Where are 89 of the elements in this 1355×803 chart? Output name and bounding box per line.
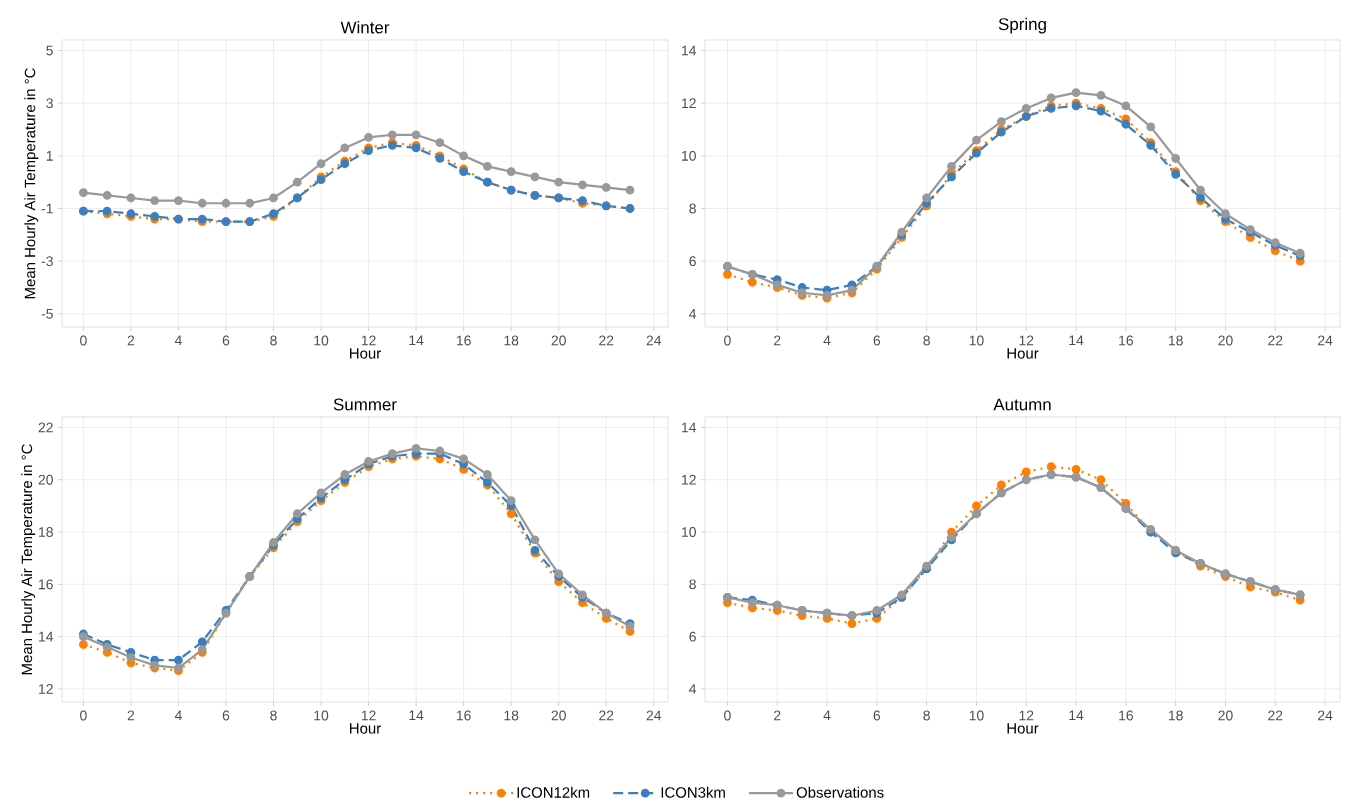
y-tick-label: 14 <box>682 422 697 433</box>
x-axis-title: Hour <box>350 723 381 734</box>
x-tick-label: 8 <box>270 710 277 721</box>
x-tick-label: 12 <box>1019 335 1034 346</box>
x-tick-label: 4 <box>823 710 831 721</box>
y-axis-title: Mean Hourly Air Temperature in °C <box>24 68 39 299</box>
x-tick-label: 4 <box>174 710 182 721</box>
y-tick-label: 8 <box>689 203 696 214</box>
x-tick-label: 0 <box>80 710 87 721</box>
x-tick-label: 14 <box>1069 710 1084 721</box>
y-tick-label: 3 <box>46 98 53 109</box>
y-tick-label: 6 <box>689 631 696 642</box>
x-tick-label: 22 <box>599 710 614 721</box>
x-tick-label: 2 <box>774 335 781 346</box>
x-axis-title: Hour <box>1007 348 1039 359</box>
x-axis-title: Hour <box>350 348 381 359</box>
y-tick-label: 20 <box>38 474 53 485</box>
x-tick-label: 6 <box>873 710 881 721</box>
y-tick-label: 4 <box>689 684 697 694</box>
x-tick-label: 20 <box>551 335 566 346</box>
y-tick-label: 18 <box>39 527 53 537</box>
x-tick-label: 16 <box>456 335 471 346</box>
y-tick-label: 22 <box>38 422 53 433</box>
x-tick-label: 24 <box>1318 710 1333 721</box>
x-tick-label: 4 <box>174 335 182 346</box>
x-tick-label: 0 <box>724 335 731 346</box>
x-tick-label: 6 <box>873 335 881 346</box>
x-tick-label: 2 <box>774 710 781 721</box>
chart-title: Winter <box>340 21 390 34</box>
x-tick-label: 20 <box>1218 335 1233 346</box>
x-tick-label: 10 <box>314 710 329 721</box>
x-tick-label: 16 <box>456 710 471 721</box>
x-tick-label: 12 <box>1019 710 1034 721</box>
x-tick-label: 0 <box>80 335 87 346</box>
x-tick-label: 10 <box>969 335 984 346</box>
legend-label: ICON3km <box>661 786 725 798</box>
x-tick-label: 24 <box>646 710 662 721</box>
x-tick-label: 16 <box>1119 335 1133 346</box>
y-tick-label: 6 <box>689 256 696 267</box>
x-tick-label: 22 <box>1268 710 1283 721</box>
y-tick-label: 1 <box>46 151 53 161</box>
x-tick-label: 6 <box>222 710 230 721</box>
y-tick-label: 10 <box>682 150 696 161</box>
x-tick-label: 14 <box>409 710 424 721</box>
x-tick-label: 4 <box>823 335 831 346</box>
x-tick-label: 12 <box>361 335 376 346</box>
chart-title: Autumn <box>993 398 1051 411</box>
x-tick-label: 24 <box>1318 335 1333 346</box>
y-tick-label: 12 <box>682 98 696 109</box>
x-tick-label: 20 <box>551 710 566 721</box>
y-tick-label: -5 <box>41 308 53 319</box>
legend-label: ICON12km <box>517 786 590 798</box>
x-tick-label: 18 <box>1168 710 1183 721</box>
x-tick-label: 12 <box>361 710 376 721</box>
x-tick-label: 22 <box>599 335 614 346</box>
y-tick-label: 5 <box>46 45 53 56</box>
x-tick-label: 18 <box>1168 335 1183 346</box>
x-tick-label: 10 <box>314 335 329 346</box>
x-tick-label: 8 <box>270 335 277 346</box>
x-tick-label: 0 <box>724 710 731 721</box>
x-tick-label: 14 <box>409 335 424 346</box>
x-tick-label: 14 <box>1069 335 1084 346</box>
x-tick-label: 8 <box>923 710 930 721</box>
y-axis-title: Mean Hourly Air Temperature in °C <box>21 444 36 675</box>
x-tick-label: 6 <box>222 335 230 346</box>
x-tick-label: 8 <box>923 335 930 346</box>
y-tick-label: 8 <box>689 579 696 590</box>
x-tick-label: 24 <box>646 335 662 346</box>
x-tick-label: 16 <box>1119 710 1133 721</box>
y-tick-label: -3 <box>41 256 53 267</box>
y-tick-label: 4 <box>689 309 697 319</box>
chart-title: Spring <box>998 17 1046 34</box>
x-axis-title: Hour <box>1007 723 1039 734</box>
y-tick-label: 16 <box>39 579 53 590</box>
legend-label: Observations <box>796 786 884 798</box>
x-tick-label: 22 <box>1268 335 1283 346</box>
x-tick-label: 10 <box>969 710 984 721</box>
y-tick-label: -1 <box>41 203 53 214</box>
y-tick-label: 10 <box>682 527 696 537</box>
x-tick-label: 20 <box>1218 710 1233 721</box>
x-tick-label: 2 <box>127 710 135 721</box>
y-tick-label: 12 <box>39 684 53 694</box>
x-tick-label: 2 <box>127 335 135 346</box>
y-tick-label: 14 <box>682 45 697 56</box>
y-tick-label: 14 <box>39 631 54 642</box>
x-tick-label: 18 <box>504 710 519 721</box>
chart-title: Summer <box>333 398 397 411</box>
y-tick-label: 12 <box>682 474 696 485</box>
x-tick-label: 18 <box>504 335 519 346</box>
